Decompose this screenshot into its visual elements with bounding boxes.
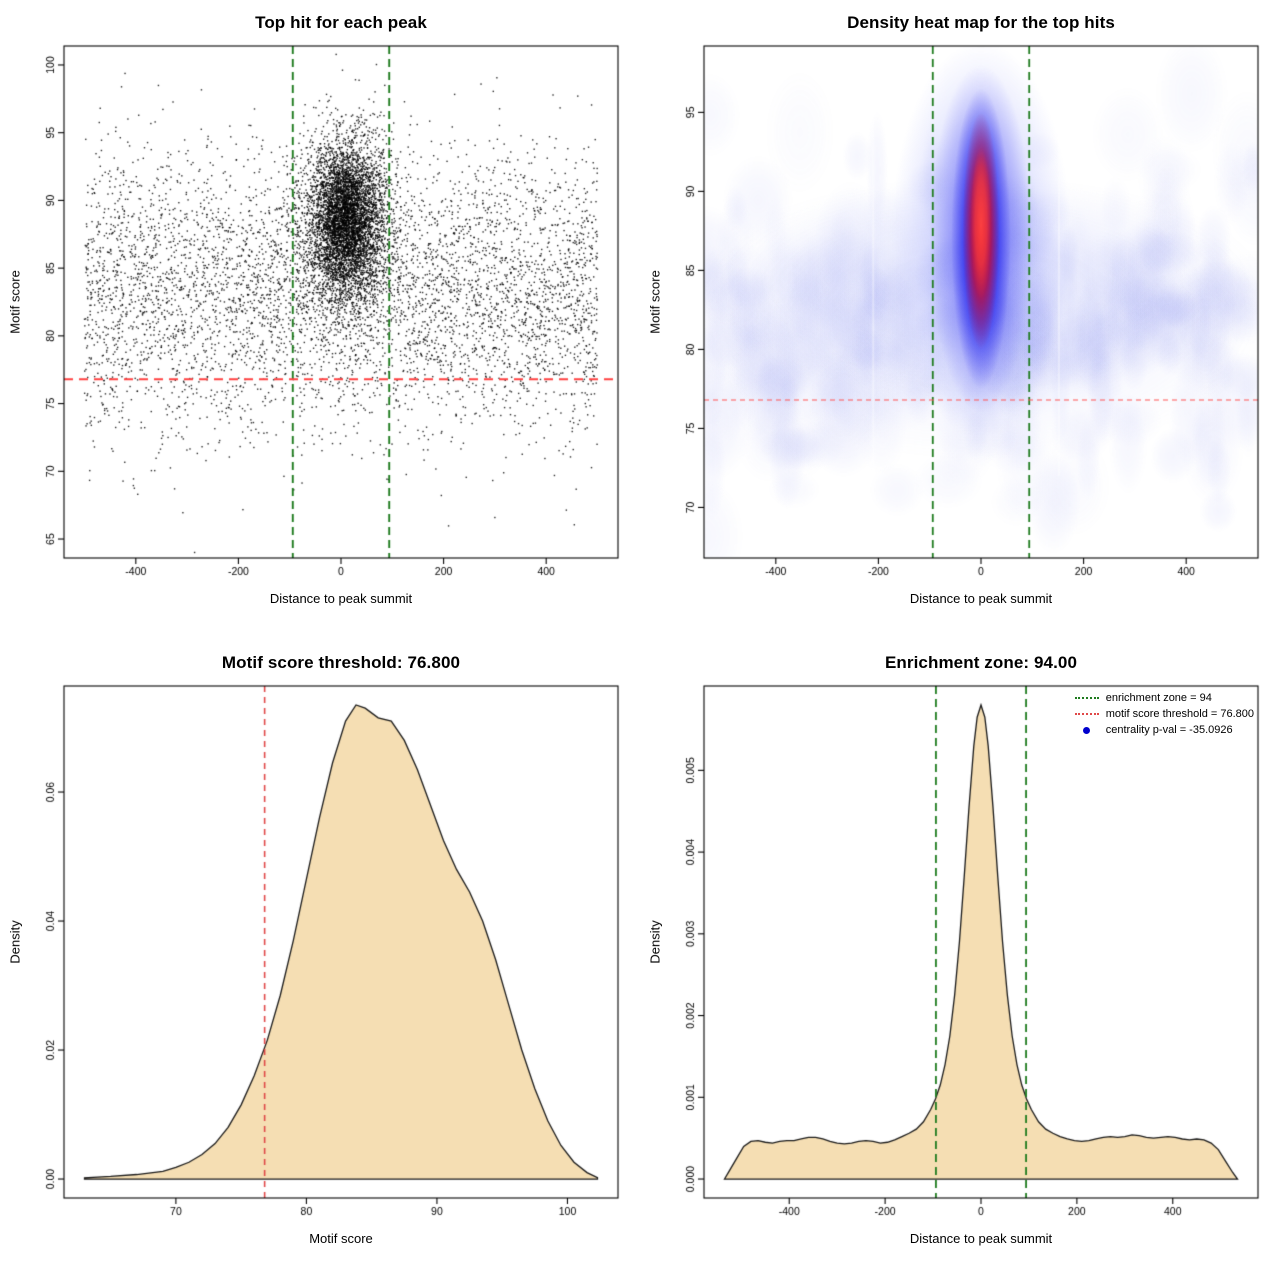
chart-title: Density heat map for the top hits — [847, 13, 1115, 32]
distance-density-canvas — [640, 640, 1280, 1280]
panel-motif-score-density: Motif score threshold: 76.800 Motif scor… — [0, 640, 640, 1280]
y-axis-label: Density — [7, 920, 23, 964]
score-density-canvas — [0, 640, 640, 1280]
x-axis-label: Motif score — [309, 1231, 373, 1246]
legend-label: centrality p-val = -35.0926 — [1105, 724, 1233, 736]
panel-top-hit-scatter: Top hit for each peak Distance to peak s… — [0, 0, 640, 640]
legend-label: motif score threshold = 76.800 — [1105, 708, 1254, 720]
legend-item-score-threshold: motif score threshold = 76.800 — [1074, 706, 1254, 722]
legend-label: enrichment zone = 94 — [1105, 692, 1212, 704]
legend: enrichment zone = 94 motif score thresho… — [1074, 690, 1254, 738]
x-axis-label: Distance to peak summit — [909, 591, 1053, 606]
legend-item-centrality-pval: centrality p-val = -35.0926 — [1075, 722, 1254, 738]
legend-item-enrichment-zone: enrichment zone = 94 — [1074, 690, 1254, 706]
panel-density-heatmap: Density heat map for the top hits Distan… — [640, 0, 1280, 640]
y-axis-label: Motif score — [7, 270, 23, 334]
scatter-plot-canvas — [0, 0, 640, 640]
chart-title: Enrichment zone: 94.00 — [884, 653, 1078, 672]
score-threshold-line-icon — [1074, 713, 1099, 715]
panel-distance-density: Enrichment zone: 94.00 Distance to peak … — [640, 640, 1280, 1280]
enrichment-zone-line-icon — [1074, 697, 1099, 699]
x-axis-label: Distance to peak summit — [269, 591, 413, 606]
heatmap-canvas — [640, 0, 1280, 640]
x-axis-label: Distance to peak summit — [909, 1231, 1053, 1246]
chart-title: Motif score threshold: 76.800 — [221, 653, 461, 672]
chart-title: Top hit for each peak — [255, 13, 427, 32]
y-axis-label: Motif score — [647, 270, 663, 334]
centrality-point-icon — [1075, 726, 1099, 734]
y-axis-label: Density — [647, 920, 663, 964]
